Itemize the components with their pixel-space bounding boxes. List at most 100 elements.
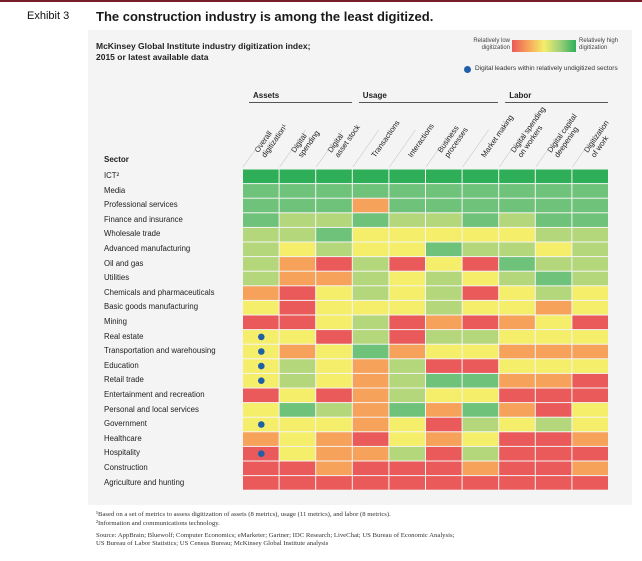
heatmap-cell (426, 184, 462, 198)
heatmap-cell (243, 476, 279, 490)
heatmap-cell (572, 300, 608, 315)
sector-label: Hospitality (104, 448, 140, 458)
heatmap-cell (572, 417, 608, 432)
heatmap-cell (243, 242, 279, 257)
legend-high-line-1: Relatively high (579, 38, 619, 44)
heatmap-cell (535, 198, 572, 213)
heatmap-cell (499, 432, 535, 446)
sector-column-header: Sector (104, 155, 129, 164)
heatmap-cell (279, 286, 316, 300)
heatmap-cell (352, 257, 389, 271)
heatmap-cell (426, 271, 462, 286)
heatmap-cell (535, 184, 572, 198)
heatmap-cell (572, 257, 608, 271)
heatmap-cell (462, 446, 499, 461)
column-divider (315, 129, 343, 168)
heatmap-cell (426, 198, 462, 213)
sector-label: Entertainment and recreation (104, 390, 205, 399)
heatmap-cell (389, 330, 425, 344)
legend-low-line-1: Relatively low (473, 38, 510, 44)
heatmap-cell (499, 286, 535, 300)
sector-label: Oil and gas (104, 258, 144, 268)
sector-label: Healthcare (104, 433, 142, 443)
heatmap-cell (243, 315, 279, 330)
heatmap-cell (243, 227, 279, 242)
sector-label: Basic goods manufacturing (104, 302, 199, 312)
heatmap-cell (572, 388, 608, 403)
sector-label: Wholesale trade (104, 229, 161, 239)
heatmap-cell (389, 417, 425, 432)
heatmap-cell (279, 184, 316, 198)
sector-label: Education (104, 360, 139, 370)
group-label: Assets (253, 91, 280, 100)
heatmap-cell (499, 184, 535, 198)
column-divider (572, 129, 599, 168)
heatmap-cell (352, 242, 389, 257)
legend-low-label: Relatively low digitization (462, 38, 510, 52)
heatmap-cell (462, 242, 499, 257)
heatmap-cell (279, 432, 316, 446)
heatmap-cell (426, 461, 462, 476)
heatmap-cell (462, 184, 499, 198)
heatmap-cell (352, 198, 389, 213)
heatmap-cell (535, 446, 572, 461)
heatmap-cell (389, 271, 425, 286)
heatmap-cell (316, 213, 352, 227)
heatmap-cell (279, 271, 316, 286)
sector-label: Real estate (104, 331, 144, 341)
heatmap-cell (499, 271, 535, 286)
heatmap-cell (389, 169, 425, 184)
heatmap-cell (243, 257, 279, 271)
heatmap-cell (462, 476, 499, 490)
sector-label: Personal and local services (104, 404, 199, 414)
heatmap-cell (535, 461, 572, 476)
heatmap-cell (426, 403, 462, 417)
heatmap-cell (316, 446, 352, 461)
heatmap-cell (316, 417, 352, 432)
heatmap-cell (426, 388, 462, 403)
heatmap-cell (462, 417, 499, 432)
heatmap-cell (426, 373, 462, 388)
group-underline (249, 102, 352, 103)
heatmap-cell (316, 198, 352, 213)
heatmap-cell (426, 227, 462, 242)
legend-digital-leader-dot (464, 66, 471, 73)
group-underline (505, 102, 608, 103)
heatmap-cell (499, 461, 535, 476)
heatmap-cell (535, 257, 572, 271)
heatmap-cell (316, 184, 352, 198)
heatmap-cell (389, 476, 425, 490)
heatmap-cell (279, 257, 316, 271)
heatmap-cell (389, 388, 425, 403)
sector-label: Finance and insurance (104, 214, 183, 224)
heatmap-cell (352, 359, 389, 373)
column-divider (242, 129, 270, 168)
sector-label: Retail trade (104, 375, 144, 385)
sector-label: Mining (104, 317, 127, 326)
heatmap-cell (389, 257, 425, 271)
heatmap-cell (572, 169, 608, 184)
column-divider (352, 129, 380, 168)
heatmap-cell (499, 417, 535, 432)
heatmap-cell (279, 476, 316, 490)
heatmap-cell (572, 286, 608, 300)
heatmap-cell (499, 476, 535, 490)
heatmap-cell (389, 432, 425, 446)
heatmap-cell (572, 359, 608, 373)
heatmap-cell (535, 330, 572, 344)
heatmap-cell (572, 403, 608, 417)
subtitle-line-2: 2015 or latest available data (96, 52, 209, 62)
legend-high-line-2: digitization (579, 45, 608, 51)
heatmap-cell (316, 242, 352, 257)
heatmap-cell (462, 213, 499, 227)
heatmap-cell (535, 227, 572, 242)
heatmap-cell (279, 461, 316, 476)
heatmap-cell (462, 461, 499, 476)
heatmap-cell (352, 169, 389, 184)
heatmap-cell (279, 359, 316, 373)
heatmap-cell (426, 213, 462, 227)
heatmap-cell (279, 315, 316, 330)
heatmap-cell (499, 373, 535, 388)
heatmap-cell (572, 227, 608, 242)
heatmap-cell (389, 403, 425, 417)
